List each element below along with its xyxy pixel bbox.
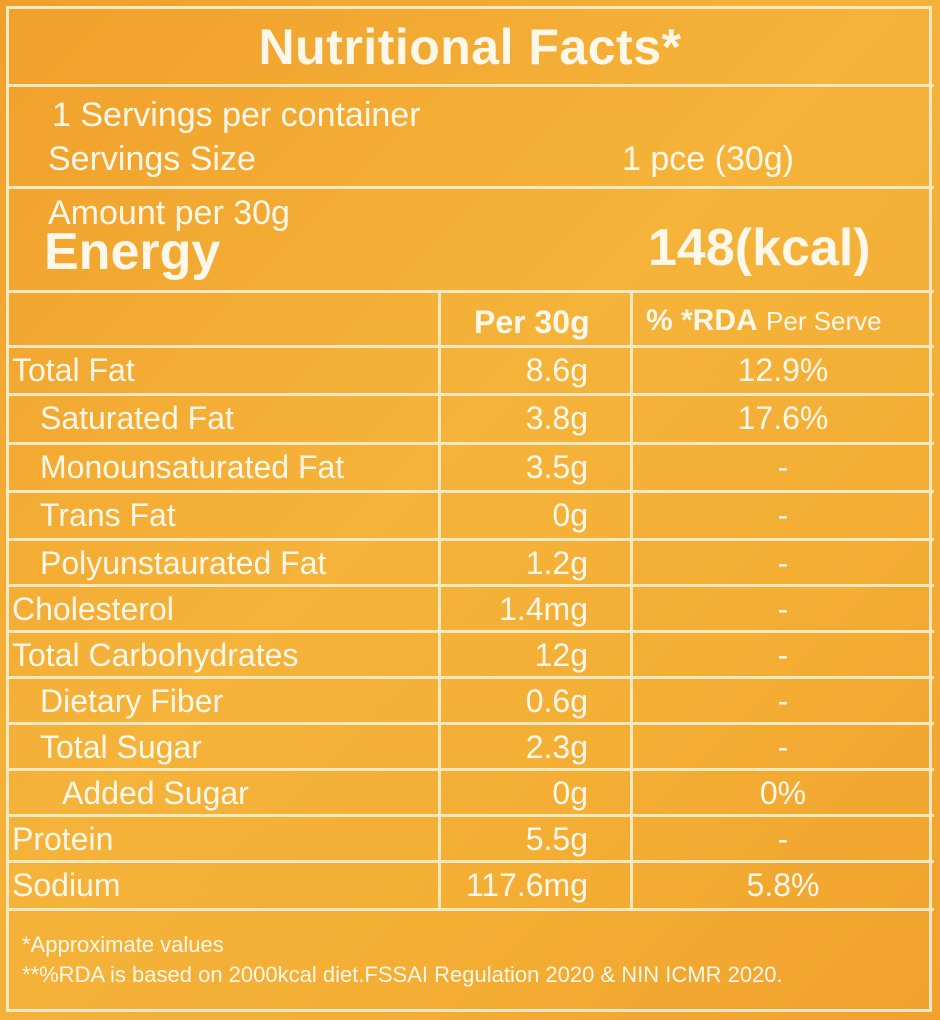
nutrient-amount: 5.5g <box>525 821 588 857</box>
table-row: Added Sugar 0g 0% <box>0 769 940 815</box>
nutrient-name: Protein <box>12 821 114 857</box>
divider <box>6 84 934 87</box>
nutrient-rda: - <box>777 729 789 765</box>
nutrient-amount: 117.6mg <box>465 867 588 903</box>
table-row: Protein 5.5g - <box>0 815 940 861</box>
nutrient-amount: 0g <box>552 775 588 811</box>
table-row: Saturated Fat 3.8g 17.6% <box>0 394 940 440</box>
rda-header-suffix: Per Serve <box>766 306 882 336</box>
nutrient-rda: - <box>777 637 789 673</box>
divider <box>6 584 934 587</box>
nutrient-amount: 12g <box>534 637 588 673</box>
nutrient-amount: 1.2g <box>525 545 588 581</box>
nutrient-rda: - <box>777 821 789 857</box>
nutrient-name: Total Sugar <box>40 729 202 765</box>
divider <box>6 538 934 541</box>
nutrient-rda: - <box>777 591 789 627</box>
table-row: Total Fat 8.6g 12.9% <box>0 346 940 392</box>
nutrient-rda: 0% <box>759 775 807 811</box>
table-row: Polyunstaurated Fat 1.2g - <box>0 539 940 585</box>
divider <box>6 908 934 911</box>
divider <box>6 345 934 348</box>
divider <box>6 676 934 679</box>
divider <box>6 814 934 817</box>
energy-value: 148(kcal) <box>648 219 871 277</box>
divider <box>6 860 934 863</box>
nutrient-amount: 1.4mg <box>499 591 588 627</box>
divider <box>6 442 934 445</box>
table-row: Total Sugar 2.3g - <box>0 723 940 769</box>
table-row: Dietary Fiber 0.6g - <box>0 677 940 723</box>
table-row: Cholesterol 1.4mg - <box>0 585 940 631</box>
label-title: Nutritional Facts* <box>258 19 682 75</box>
divider <box>6 630 934 633</box>
nutrient-amount: 0.6g <box>525 683 588 719</box>
nutrient-name: Total Fat <box>12 352 135 388</box>
servings-per-container: 1 Servings per container <box>52 96 421 134</box>
nutrient-amount: 2.3g <box>525 729 588 765</box>
nutrient-name: Added Sugar <box>62 775 249 811</box>
serving-size-label: Servings Size <box>48 140 256 178</box>
nutrient-name: Monounsaturated Fat <box>40 449 345 485</box>
column-header-rda: % *RDA Per Serve <box>646 306 882 336</box>
nutrient-rda: - <box>777 497 789 533</box>
column-header-per-30g: Per 30g <box>474 304 590 340</box>
divider <box>6 490 934 493</box>
divider <box>6 393 934 396</box>
amount-per-label: Amount per 30g <box>48 194 290 232</box>
nutrient-amount: 8.6g <box>525 352 588 388</box>
nutrient-amount: 3.5g <box>525 449 588 485</box>
column-divider <box>438 290 441 910</box>
table-row: Sodium 117.6mg 5.8% <box>0 861 940 907</box>
column-divider <box>630 290 633 910</box>
nutrient-name: Cholesterol <box>12 591 174 627</box>
nutrient-rda: - <box>777 545 789 581</box>
table-row: Monounsaturated Fat 3.5g - <box>0 443 940 489</box>
divider <box>6 722 934 725</box>
rda-header-label: % *RDA <box>646 304 758 337</box>
serving-size-value: 1 pce (30g) <box>622 140 794 178</box>
table-row: Total Carbohydrates 12g - <box>0 631 940 677</box>
nutrient-rda: 5.8% <box>746 867 820 903</box>
nutrient-rda: 12.9% <box>737 352 829 388</box>
energy-label: Energy <box>44 223 221 281</box>
nutrient-rda: - <box>777 449 789 485</box>
label-frame <box>6 6 932 1012</box>
footnote-rda-basis: **%RDA is based on 2000kcal diet.FSSAI R… <box>22 962 783 987</box>
nutrient-name: Dietary Fiber <box>40 683 224 719</box>
nutrient-rda: 17.6% <box>737 400 829 436</box>
nutrient-amount: 3.8g <box>525 400 588 436</box>
nutrient-name: Total Carbohydrates <box>12 637 299 673</box>
divider <box>6 186 934 189</box>
divider <box>6 768 934 771</box>
table-row: Trans Fat 0g - <box>0 491 940 537</box>
nutrient-rda: - <box>777 683 789 719</box>
nutrient-name: Polyunstaurated Fat <box>40 545 327 581</box>
footnote-approximate: *Approximate values <box>22 932 224 957</box>
nutrient-name: Sodium <box>12 867 121 903</box>
nutrient-name: Saturated Fat <box>40 400 234 436</box>
nutrient-name: Trans Fat <box>40 497 176 533</box>
divider <box>6 290 934 293</box>
nutrient-amount: 0g <box>552 497 588 533</box>
